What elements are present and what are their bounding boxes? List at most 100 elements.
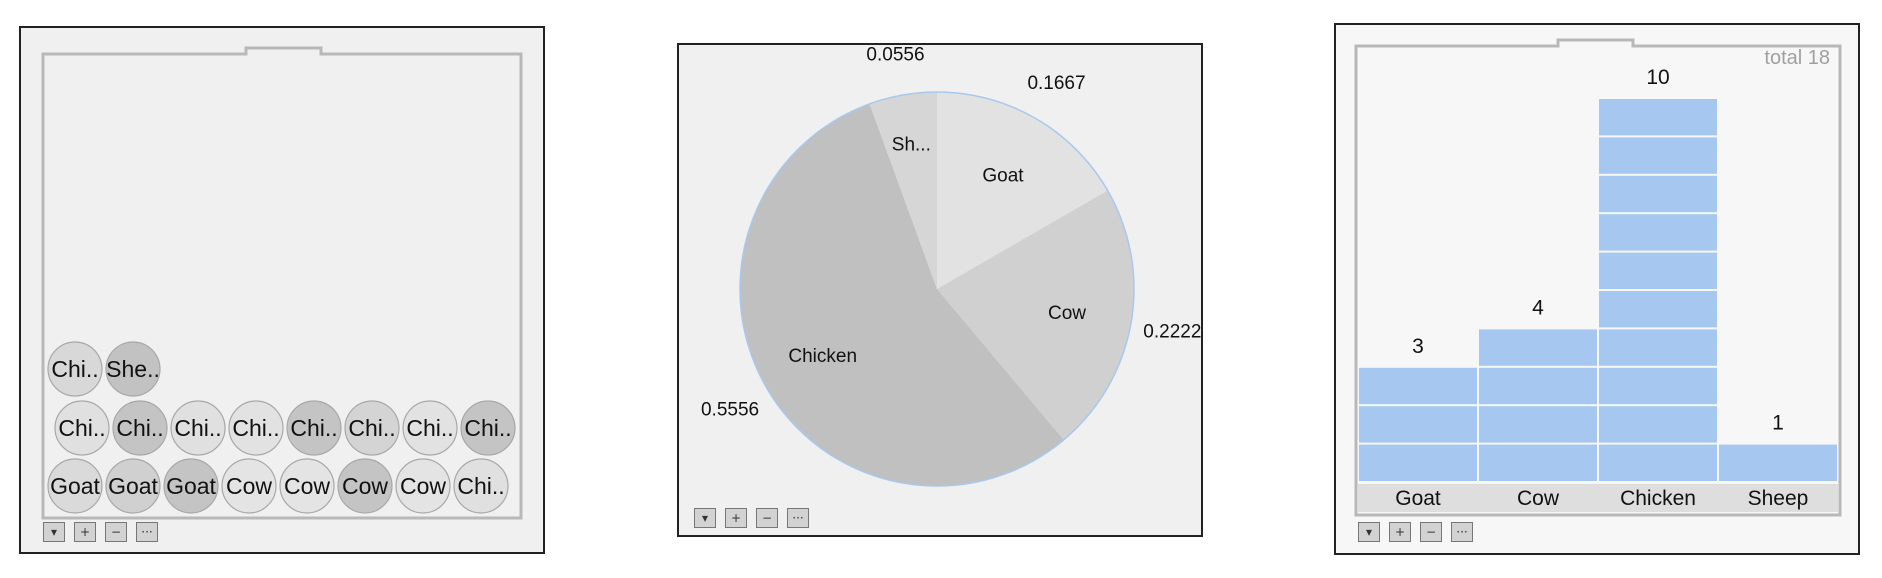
- category-band: [1478, 484, 1598, 512]
- dot-1[interactable]: She..: [105, 341, 161, 397]
- pie-value-label: 0.0556: [866, 45, 924, 66]
- dot-label: Goat: [50, 473, 100, 499]
- dot-circle: [47, 341, 103, 397]
- bar-unit: [1359, 367, 1477, 405]
- dot-label: Cow: [400, 473, 446, 499]
- dot-circle: [395, 458, 451, 514]
- more-icon[interactable]: ···: [136, 522, 158, 542]
- dot-circle: [286, 400, 342, 456]
- dot-label: Goat: [166, 473, 216, 499]
- category-label: Goat: [1395, 487, 1441, 510]
- dot-label: Chi..: [232, 415, 279, 441]
- dot-14[interactable]: Cow: [279, 458, 335, 514]
- dot-stack-plot: Goat Goat Goat Cow Cow Cow Cow Chi.. Chi.. Chi.. C…: [41, 46, 523, 520]
- dot-circle: [279, 458, 335, 514]
- pie-panel: Goat 0.1667 Cow 0.2222 Chicken 0.5556 Sh... 0.0…: [677, 43, 1203, 537]
- toolbar: ▾ + − ···: [1358, 522, 1473, 542]
- dot-circle: [228, 400, 284, 456]
- pie-slice-goat[interactable]: [937, 92, 1108, 289]
- dot-label: Chi..: [51, 356, 98, 382]
- bar-unit: [1719, 444, 1837, 481]
- minus-icon[interactable]: −: [105, 522, 127, 542]
- dot-label: Cow: [226, 473, 272, 499]
- bar-chicken[interactable]: [1599, 99, 1717, 481]
- dot-5[interactable]: Chi..: [228, 400, 284, 456]
- toolbar: ▾ + − ···: [43, 522, 158, 542]
- bar-unit: [1479, 329, 1597, 366]
- minus-icon[interactable]: −: [1420, 522, 1442, 542]
- bar-unit: [1599, 137, 1717, 174]
- dropdown-triangle-icon[interactable]: ▾: [694, 508, 716, 528]
- dot-label: Cow: [342, 473, 388, 499]
- dot-4[interactable]: Chi..: [170, 400, 226, 456]
- dot-label: Chi..: [58, 415, 105, 441]
- bar-unit: [1479, 406, 1597, 443]
- bar-value-label: 1: [1772, 412, 1784, 435]
- dot-9[interactable]: Chi..: [460, 400, 516, 456]
- dot-circle: [402, 400, 458, 456]
- pie-slice-sheep[interactable]: [869, 92, 937, 289]
- dot-13[interactable]: Cow: [221, 458, 277, 514]
- category-band: [1598, 484, 1718, 512]
- bar-panel: 3 Goat 4 Cow 10 Chicken 1 Sheep total 18 ▾ + − …: [1334, 23, 1860, 555]
- more-icon[interactable]: ···: [787, 508, 809, 528]
- dot-label: Cow: [284, 473, 330, 499]
- pie-slice-chicken[interactable]: [739, 103, 1064, 487]
- minus-icon[interactable]: −: [756, 508, 778, 528]
- dot-2[interactable]: Chi..: [54, 400, 110, 456]
- dot-15[interactable]: Cow: [337, 458, 393, 514]
- dot-6[interactable]: Chi..: [286, 400, 342, 456]
- dot-circle: [460, 400, 516, 456]
- plus-icon[interactable]: +: [1389, 522, 1411, 542]
- dot-0[interactable]: Chi..: [47, 341, 103, 397]
- bar-goat[interactable]: [1359, 367, 1477, 481]
- dot-circle: [163, 458, 219, 514]
- dot-17[interactable]: Chi..: [453, 458, 509, 514]
- plus-icon[interactable]: +: [725, 508, 747, 528]
- bar-unit: [1599, 291, 1717, 328]
- dot-label: She..: [106, 356, 160, 382]
- bar-sheep[interactable]: [1719, 444, 1837, 481]
- category-label: Chicken: [1620, 487, 1696, 510]
- bar-cow[interactable]: [1479, 329, 1597, 481]
- category-label: Sheep: [1748, 487, 1809, 510]
- bar-chart: 3 Goat 4 Cow 10 Chicken 1 Sheep: [1354, 38, 1842, 517]
- bar-unit: [1599, 175, 1717, 213]
- dot-10[interactable]: Goat: [47, 458, 103, 514]
- bar-unit: [1599, 406, 1717, 443]
- bar-unit: [1359, 406, 1477, 443]
- dot-circle: [170, 400, 226, 456]
- dropdown-triangle-icon[interactable]: ▾: [1358, 522, 1380, 542]
- dot-circle: [344, 400, 400, 456]
- bar-unit: [1599, 367, 1717, 405]
- bar-unit: [1359, 444, 1477, 481]
- dropdown-triangle-icon[interactable]: ▾: [43, 522, 65, 542]
- dot-label: Chi..: [457, 473, 504, 499]
- dot-label: Chi..: [406, 415, 453, 441]
- dot-3[interactable]: Chi..: [112, 400, 168, 456]
- bar-unit: [1599, 444, 1717, 481]
- dot-11[interactable]: Goat: [105, 458, 161, 514]
- bar-value-label: 4: [1532, 296, 1544, 319]
- bar-unit: [1479, 367, 1597, 405]
- dot-label: Chi..: [290, 415, 337, 441]
- bar-unit: [1599, 99, 1717, 136]
- pie-slice-label: Cow: [1048, 303, 1086, 324]
- category-band: [1358, 484, 1478, 512]
- plot-frame: [41, 46, 523, 520]
- dot-12[interactable]: Goat: [163, 458, 219, 514]
- dot-label: Goat: [108, 473, 158, 499]
- bar-unit: [1599, 214, 1717, 251]
- bar-unit: [1599, 252, 1717, 289]
- dot-circle: [221, 458, 277, 514]
- more-icon[interactable]: ···: [1451, 522, 1473, 542]
- dot-16[interactable]: Cow: [395, 458, 451, 514]
- plot-frame: [1354, 38, 1842, 517]
- dot-stack-panel: Goat Goat Goat Cow Cow Cow Cow Chi.. Chi.. Chi.. C…: [19, 26, 545, 554]
- dot-7[interactable]: Chi..: [344, 400, 400, 456]
- plus-icon[interactable]: +: [74, 522, 96, 542]
- dot-circle: [105, 458, 161, 514]
- pie-slice-cow[interactable]: [937, 190, 1134, 440]
- dot-8[interactable]: Chi..: [402, 400, 458, 456]
- category-label: Cow: [1517, 487, 1560, 510]
